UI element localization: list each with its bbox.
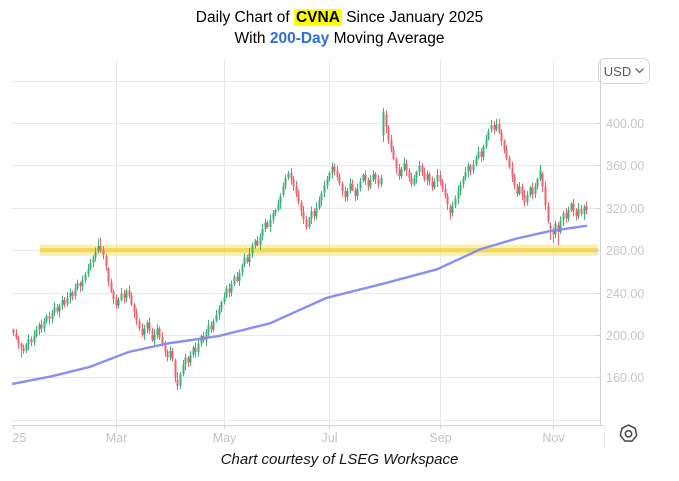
chart-caption: Chart courtesy of LSEG Workspace [220,451,459,468]
svg-text:May: May [213,431,237,445]
svg-text:400.00: 400.00 [606,117,644,131]
currency-dropdown[interactable]: USD [598,58,650,84]
axes [12,60,605,447]
candlesticks [12,108,588,391]
x-axis-labels: 25 Mar May Jul Sep Nov [13,431,566,445]
chevron-down-icon [635,68,644,74]
chart-title-line1: Daily Chart of CVNA Since January 2025 [0,7,679,28]
svg-text:Jul: Jul [322,431,338,445]
ma-200-line [11,224,588,385]
svg-text:360.00: 360.00 [606,159,644,173]
chart-settings-button[interactable] [616,422,640,445]
ticker-highlight: CVNA [293,9,342,26]
svg-text:320.00: 320.00 [606,202,644,216]
svg-text:200.00: 200.00 [606,329,644,343]
title-prefix: Daily Chart of [195,9,294,26]
gear-icon [619,424,637,442]
svg-text:Mar: Mar [106,431,128,445]
ma-term-highlight: 200-Day [269,30,330,47]
subtitle-suffix: Moving Average [329,30,445,47]
svg-text:160.00: 160.00 [606,371,644,385]
svg-text:Nov: Nov [542,431,565,445]
chart-title-block: Daily Chart of CVNA Since January 2025 W… [0,7,679,49]
chart-title-line2: With 200-Day Moving Average [0,28,679,49]
title-suffix: Since January 2025 [341,9,484,26]
svg-text:240.00: 240.00 [606,287,644,301]
currency-label: USD [603,63,632,79]
y-axis-labels: 400.00 360.00 320.00 280.00 240.00 200.00 160.… [606,117,644,385]
support-band [39,244,599,257]
svg-text:25: 25 [13,431,27,445]
svg-text:280.00: 280.00 [606,244,644,258]
subtitle-prefix: With [234,30,270,47]
svg-text:Sep: Sep [429,431,451,445]
